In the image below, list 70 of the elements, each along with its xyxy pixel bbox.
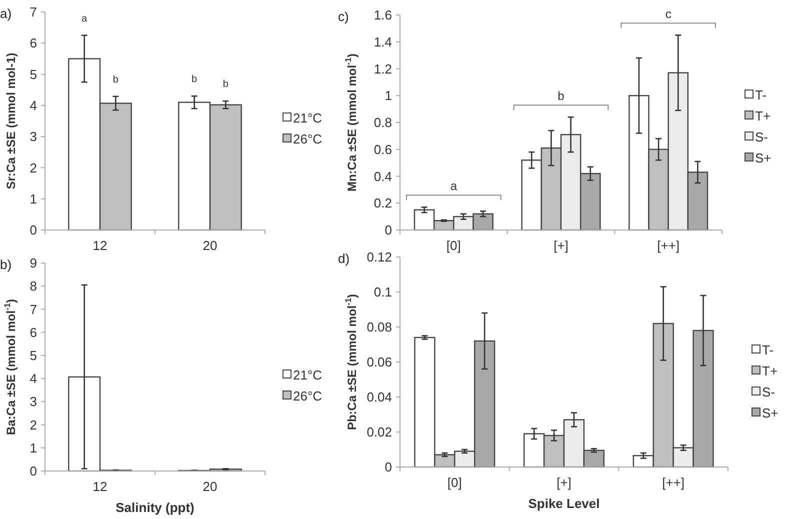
x-tick-label: [+] bbox=[554, 238, 568, 253]
y-tick-label: 3 bbox=[30, 129, 37, 144]
x-tick-label: [++] bbox=[662, 475, 685, 490]
legend-label: T- bbox=[762, 342, 774, 358]
y-tick-label: 4 bbox=[30, 371, 37, 386]
annotation: b bbox=[192, 74, 198, 86]
x-tick-label: [++] bbox=[657, 238, 680, 253]
y-tick-label: 0.04 bbox=[366, 390, 392, 405]
y-tick-label: 0.02 bbox=[366, 424, 392, 440]
y-tick-label: 0 bbox=[30, 464, 37, 479]
y-tick-label: 6 bbox=[30, 324, 37, 340]
annotation: a bbox=[450, 179, 458, 194]
legend-label: S+ bbox=[755, 150, 772, 166]
legend-label: T+ bbox=[762, 364, 778, 379]
legend-label: T+ bbox=[755, 108, 771, 124]
x-tick-label: [0] bbox=[446, 238, 461, 253]
x-axis-title: Spike Level bbox=[528, 496, 600, 511]
y-tick-label: 2 bbox=[30, 417, 37, 432]
y-tick-label: 7 bbox=[30, 4, 37, 20]
x-tick-label: 12 bbox=[92, 479, 108, 494]
annotation: b bbox=[222, 79, 229, 90]
y-tick-label: 7 bbox=[30, 302, 37, 317]
legend-label: 21°C bbox=[293, 110, 322, 126]
legend-label: 26°C bbox=[293, 388, 322, 404]
y-tick-label: 4 bbox=[30, 98, 37, 113]
y-tick-label: 0.8 bbox=[374, 115, 392, 130]
x-tick-label: 20 bbox=[202, 238, 218, 253]
annotation: b bbox=[112, 74, 119, 86]
y-tick-label: 0.6 bbox=[374, 142, 392, 157]
y-tick-label: 1.4 bbox=[374, 34, 392, 50]
y-tick-label: 0 bbox=[384, 222, 392, 238]
y-tick-label: 0.12 bbox=[366, 250, 392, 265]
legend-label: S- bbox=[755, 130, 768, 145]
y-tick-label: 1 bbox=[384, 88, 392, 104]
legend-label: 26°C bbox=[293, 132, 322, 147]
y-tick-label: 3 bbox=[30, 394, 37, 410]
y-tick-label: 1 bbox=[30, 191, 37, 206]
y-tick-label: 0.4 bbox=[374, 168, 392, 184]
y-tick-label: 1.6 bbox=[374, 8, 392, 23]
y-tick-label: 6 bbox=[30, 36, 37, 51]
text: a) bbox=[0, 6, 12, 21]
x-tick-label: 20 bbox=[202, 479, 218, 494]
legend-label: T- bbox=[755, 88, 767, 103]
text: c) bbox=[338, 9, 349, 24]
y-tick-label: 9 bbox=[30, 256, 37, 271]
text: b) bbox=[0, 257, 12, 272]
y-tick-label: 0.2 bbox=[374, 196, 392, 211]
text: d) bbox=[338, 251, 350, 266]
annotation: b bbox=[558, 89, 565, 104]
legend-label: S+ bbox=[762, 406, 778, 421]
y-axis-title: Sr:Ca ±SE (mmol mol-1) bbox=[4, 52, 18, 190]
x-tick-label: [0] bbox=[447, 475, 462, 490]
y-tick-label: 5 bbox=[30, 66, 37, 82]
y-tick-label: 5 bbox=[30, 348, 37, 363]
y-tick-label: 0.1 bbox=[374, 284, 392, 300]
annotation: a bbox=[82, 13, 88, 24]
y-tick-label: 8 bbox=[30, 278, 37, 294]
y-tick-label: 0.08 bbox=[366, 320, 392, 335]
legend-label: S- bbox=[762, 384, 775, 400]
y-tick-label: 0 bbox=[384, 460, 392, 475]
legend-label: 21°C bbox=[293, 368, 322, 383]
annotation: c bbox=[665, 7, 672, 22]
y-tick-label: 0 bbox=[30, 222, 37, 238]
y-tick-label: 1 bbox=[30, 440, 37, 456]
x-tick-label: 12 bbox=[92, 238, 108, 253]
y-tick-label: 0.06 bbox=[366, 354, 392, 370]
y-tick-label: 1.2 bbox=[374, 61, 392, 76]
x-tick-label: [+] bbox=[556, 475, 572, 490]
x-axis-title: Salinity (ppt) bbox=[116, 500, 194, 515]
y-tick-label: 2 bbox=[30, 160, 37, 176]
